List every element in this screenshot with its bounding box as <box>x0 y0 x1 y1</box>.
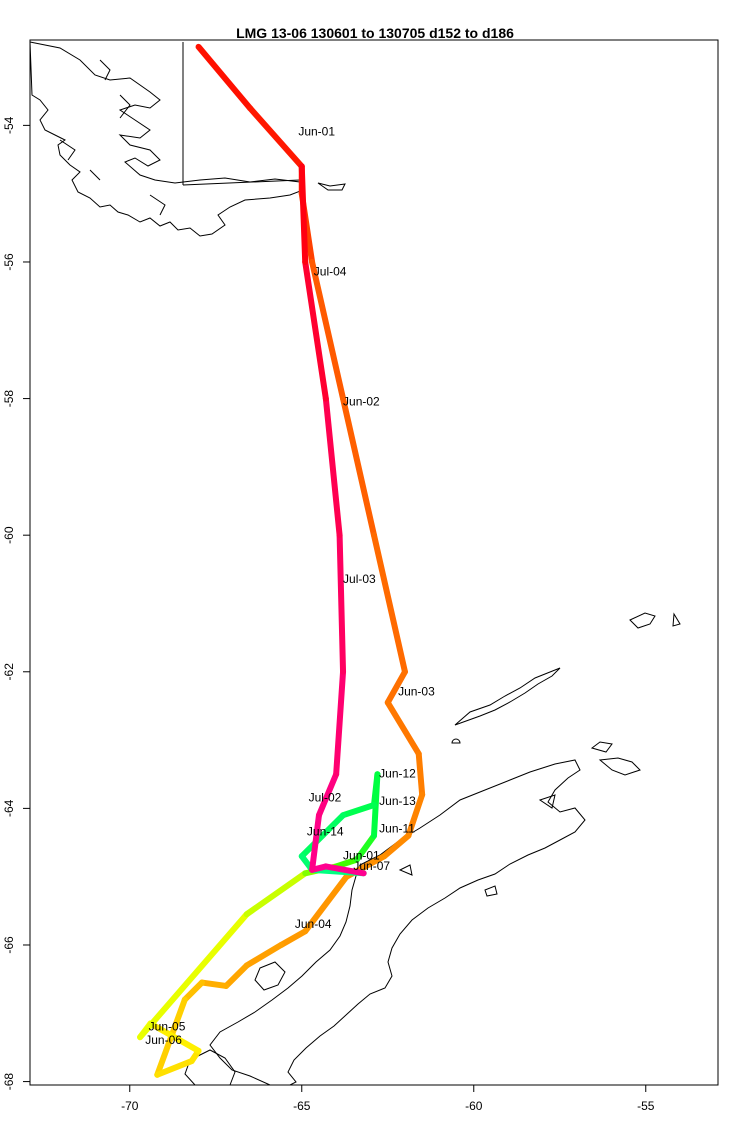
x-tick-label: -70 <box>121 1099 139 1113</box>
y-tick-label: -64 <box>2 799 16 817</box>
y-tick-label: -60 <box>2 526 16 544</box>
coastline-south-orkney <box>629 612 681 629</box>
y-tick-label: -68 <box>2 1073 16 1091</box>
track-date-label: Jul-03 <box>343 572 376 586</box>
track-segment <box>415 750 426 798</box>
coastline-alexander-island <box>184 1049 236 1086</box>
ship-track <box>137 43 426 1078</box>
track-date-label: Jun-12 <box>379 767 416 781</box>
track-segment <box>333 668 347 778</box>
coastline-antarctic-peninsula <box>209 759 586 1086</box>
x-tick-label: -55 <box>637 1099 655 1113</box>
y-tick-label: -66 <box>2 936 16 954</box>
date-labels: Jun-01 Jul-04 Jun-02 Jul-03 Jun-03 Jun-12 Jul-… <box>145 125 435 1047</box>
track-segment <box>333 856 360 870</box>
track-segment <box>322 395 343 539</box>
chart-title: LMG 13-06 130601 to 130705 d152 to d186 <box>236 25 514 41</box>
track-segment <box>147 1020 202 1054</box>
track-segment <box>243 870 309 918</box>
coastline-adelaide-island <box>254 961 286 991</box>
coastline-south-shetland <box>454 667 561 726</box>
track-date-label: Jun-07 <box>353 859 390 873</box>
track-segment <box>340 395 377 539</box>
y-tick-label: -62 <box>2 663 16 681</box>
track-segment <box>302 873 350 935</box>
track-segment <box>298 812 347 860</box>
track-segment <box>405 791 426 839</box>
track-segment <box>322 863 367 877</box>
track-date-label: Jun-03 <box>398 685 435 699</box>
track-segment <box>247 105 305 170</box>
coastline-staten-island <box>317 182 346 191</box>
track-segment <box>302 258 329 402</box>
y-axis: -54 -56 -58 -60 -62 -64 -66 -68 <box>2 116 30 1090</box>
coastline-south-america <box>29 41 304 237</box>
coastline-chile-border <box>182 42 301 186</box>
track-date-label: Jun-01 <box>298 125 335 139</box>
track-date-label: Jun-04 <box>295 917 332 931</box>
x-axis: -70 -65 -60 -55 <box>121 1085 655 1113</box>
track-segment <box>315 771 340 819</box>
track-date-label: Jun-01 <box>343 849 380 863</box>
coastline-inner-channels <box>59 59 166 216</box>
coastlines <box>29 41 681 1086</box>
track-segment <box>278 928 309 948</box>
y-tick-label: -54 <box>2 116 16 134</box>
track-date-label: Jun-06 <box>145 1033 182 1047</box>
y-tick-label: -58 <box>2 390 16 408</box>
track-segment <box>199 979 230 989</box>
track-segment <box>384 668 408 706</box>
track-date-label: Jun-02 <box>343 394 380 408</box>
track-date-label: Jun-05 <box>149 1019 186 1033</box>
track-segment <box>381 832 412 860</box>
coastline-elephant-island <box>590 741 641 776</box>
plot-frame <box>29 39 719 1086</box>
track-segment <box>309 258 347 402</box>
track-segment <box>243 941 285 969</box>
coastline-deception-island <box>451 738 461 744</box>
track-segment <box>154 1058 195 1078</box>
y-tick-label: -56 <box>2 253 16 271</box>
track-date-label: Jun-11 <box>379 821 415 835</box>
track-date-label: Jun-13 <box>379 794 416 808</box>
track-segment <box>371 532 408 675</box>
x-tick-label: -65 <box>293 1099 311 1113</box>
track-segment <box>371 771 381 808</box>
track-segment <box>137 911 250 1041</box>
track-segment <box>181 979 205 1003</box>
track-segment <box>195 43 254 112</box>
track-date-label: Jul-02 <box>309 791 342 805</box>
track-segment <box>298 163 309 265</box>
track-segment <box>309 812 322 873</box>
coastline-peninsula-islands <box>398 794 556 897</box>
track-date-label: Jul-04 <box>314 265 347 279</box>
track-segment <box>384 699 422 757</box>
x-tick-label: -60 <box>465 1099 483 1113</box>
track-segment <box>223 962 250 989</box>
track-segment <box>340 801 377 819</box>
track-segment <box>336 532 347 675</box>
track-segment <box>353 832 377 863</box>
track-date-label: Jun-14 <box>307 825 344 839</box>
